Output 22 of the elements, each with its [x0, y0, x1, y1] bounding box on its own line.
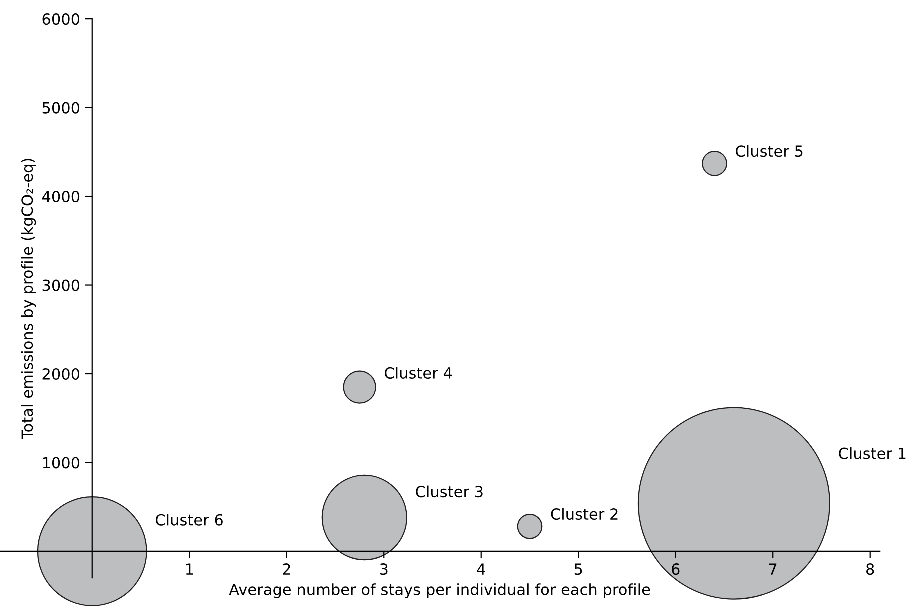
y-axis-title: Total emissions by profile (kgCO₂-eq)	[21, 159, 36, 440]
series-label: Cluster 2	[551, 508, 618, 520]
x-tick-label: 4	[477, 564, 486, 575]
y-tick-label: 5000	[42, 102, 80, 114]
series-label: Cluster 6	[156, 514, 223, 526]
x-tick-label: 3	[380, 564, 388, 576]
y-tick-label: 2000	[42, 368, 80, 380]
x-tick-label: 1	[186, 564, 194, 575]
x-tick-label: 2	[283, 564, 290, 575]
y-tick-label: 3000	[42, 280, 80, 292]
y-tick-label: 6000	[42, 14, 80, 26]
x-tick-label: 8	[866, 564, 874, 576]
series-label: Cluster 5	[736, 145, 803, 158]
y-tick-label: 1000	[43, 457, 80, 469]
x-tick-label: 7	[770, 564, 777, 575]
x-tick-label: 5	[574, 564, 582, 576]
x-axis-title: Average number of stays per individual for each profile	[229, 584, 650, 598]
series-label: Cluster 1	[839, 448, 906, 460]
x-tick-label: 6	[672, 564, 680, 576]
series-label: Cluster 3	[416, 486, 483, 498]
y-tick-label: 4000	[42, 191, 80, 203]
series-label: Cluster 4	[385, 367, 452, 379]
